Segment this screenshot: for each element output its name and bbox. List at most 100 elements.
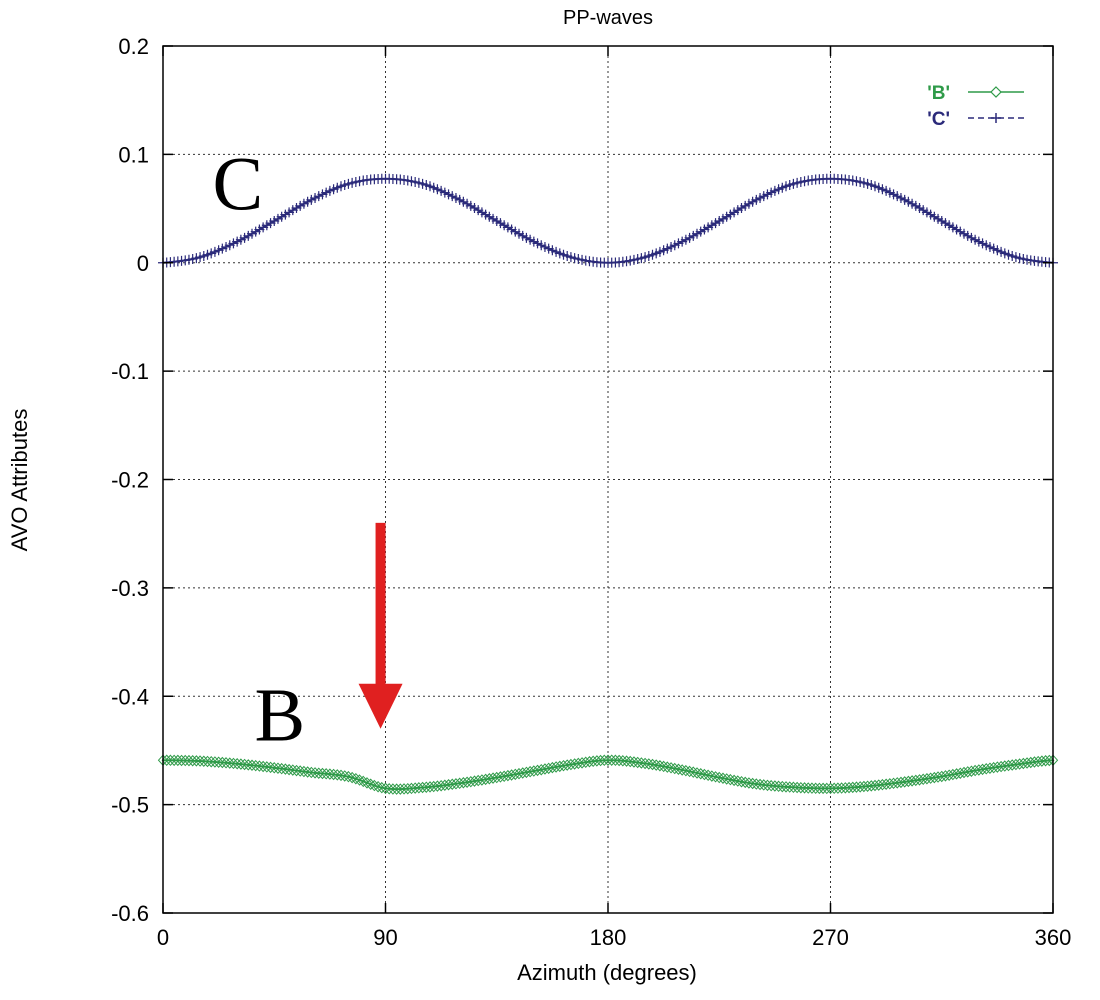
marker-diamond (387, 783, 399, 795)
marker-diamond (654, 760, 666, 772)
marker-diamond (628, 756, 640, 768)
marker-diamond (1032, 755, 1044, 768)
legend-label: 'B' (927, 83, 950, 104)
marker-diamond (243, 759, 254, 771)
y-axis-title: AVO Attributes (7, 409, 32, 552)
x-tick-label: 270 (812, 925, 849, 950)
marker-diamond (206, 755, 217, 768)
marker-diamond (339, 770, 350, 782)
marker-diamond (825, 782, 836, 795)
marker-diamond (280, 763, 291, 775)
marker-diamond (858, 780, 870, 793)
y-tick-label: 0.1 (118, 142, 149, 167)
marker-diamond (817, 782, 829, 795)
marker-diamond (636, 757, 647, 769)
marker-diamond (610, 754, 621, 767)
y-tick-label: -0.1 (111, 359, 149, 384)
marker-diamond (202, 755, 213, 768)
marker-diamond (409, 782, 421, 794)
marker-diamond (765, 779, 777, 792)
marker-diamond (699, 768, 710, 781)
marker-diamond (688, 766, 699, 778)
chart-title: PP-waves (563, 7, 653, 29)
marker-diamond (862, 780, 873, 792)
x-tick-label: 90 (373, 925, 397, 950)
marker-diamond (780, 781, 792, 793)
marker-diamond (168, 754, 180, 767)
marker-diamond (832, 782, 844, 794)
marker-diamond (773, 780, 784, 793)
marker-diamond (369, 779, 380, 792)
y-tick-label: -0.2 (111, 468, 149, 493)
marker-diamond (380, 782, 391, 795)
marker-diamond (313, 767, 324, 779)
marker-diamond (417, 781, 428, 794)
marker-diamond (283, 763, 295, 776)
marker-diamond (702, 769, 714, 782)
y-tick-label: -0.6 (111, 901, 149, 926)
legend-marker-plus (991, 113, 1001, 123)
marker-diamond (358, 775, 369, 788)
marker-diamond (376, 781, 387, 794)
marker-diamond (714, 771, 725, 784)
marker-diamond (187, 755, 198, 767)
marker-diamond (191, 755, 202, 767)
marker-diamond (228, 757, 239, 770)
marker-diamond (398, 783, 410, 795)
marker-diamond (587, 755, 599, 768)
marker-diamond (721, 773, 732, 785)
marker-diamond (725, 773, 736, 786)
annotation-label-c: C (212, 142, 263, 226)
marker-diamond (662, 761, 673, 773)
tick-labels: 0.2 0.1 0 -0.1 -0.2 -0.3 -0.4 -0.5 -0.6 0 90 180 270… (111, 34, 1071, 950)
marker-diamond (691, 767, 703, 779)
y-tick-label: -0.5 (111, 793, 149, 818)
marker-diamond (606, 754, 617, 766)
marker-diamond (402, 782, 413, 795)
marker-diamond (365, 778, 376, 790)
marker-diamond (302, 766, 313, 778)
marker-diamond (728, 774, 740, 787)
marker-diamond (643, 758, 654, 770)
marker-diamond (706, 770, 718, 782)
marker-diamond (176, 754, 187, 767)
marker-diamond (276, 762, 287, 775)
marker-diamond (658, 760, 669, 773)
x-tick-label: 0 (157, 925, 169, 950)
marker-diamond (602, 754, 614, 766)
legend-marker-diamond (990, 86, 1002, 98)
marker-diamond (639, 757, 651, 770)
marker-diamond (317, 767, 328, 780)
marker-diamond (762, 779, 773, 792)
marker-diamond (758, 779, 769, 791)
marker-diamond (183, 754, 195, 767)
marker-diamond (265, 761, 276, 774)
marker-diamond (769, 780, 781, 792)
grid (163, 46, 1053, 913)
marker-diamond (406, 782, 417, 795)
marker-diamond (806, 782, 818, 794)
marker-diamond (295, 765, 306, 777)
marker-diamond (751, 778, 762, 790)
red-arrow-head (358, 683, 403, 729)
marker-diamond (665, 762, 677, 774)
marker-diamond (287, 764, 298, 776)
marker-diamond (695, 767, 706, 780)
marker-diamond (710, 771, 721, 783)
marker-diamond (599, 754, 610, 767)
marker-diamond (298, 765, 310, 778)
series-layer (157, 173, 1059, 795)
marker-diamond (361, 777, 373, 789)
marker-diamond (309, 767, 321, 779)
marker-diamond (621, 755, 632, 767)
x-tick-label: 360 (1035, 925, 1072, 950)
x-axis-title: Azimuth (degrees) (517, 960, 697, 985)
marker-diamond (346, 771, 358, 784)
marker-diamond (680, 764, 692, 777)
marker-diamond (676, 764, 688, 776)
marker-diamond (324, 768, 336, 780)
marker-diamond (231, 758, 243, 770)
marker-diamond (866, 780, 877, 792)
marker-diamond (647, 758, 658, 771)
